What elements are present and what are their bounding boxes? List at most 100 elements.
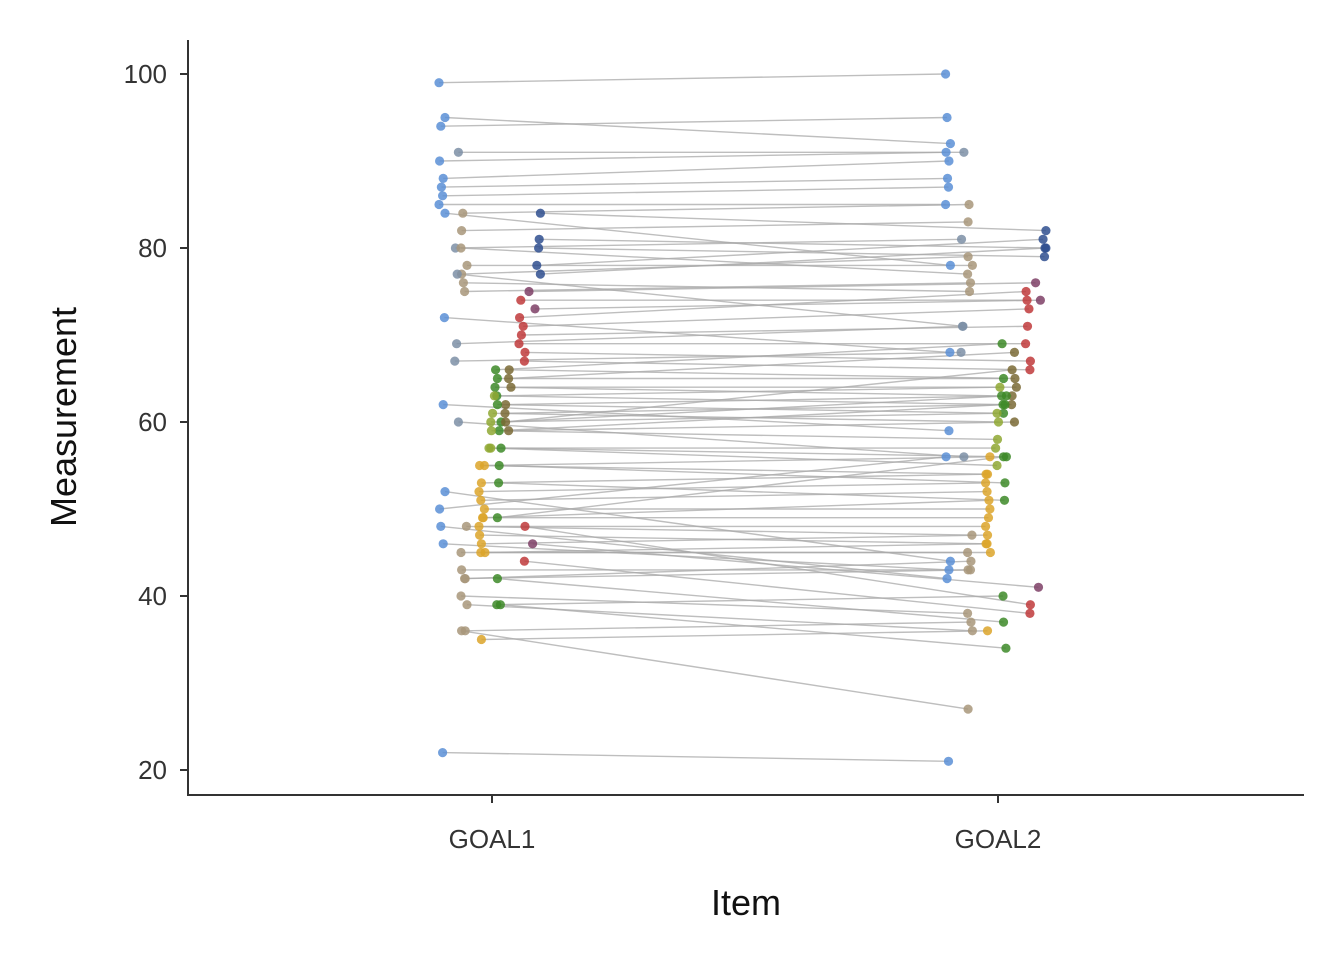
pair-line: [498, 482, 1005, 501]
data-point: [944, 565, 954, 575]
data-point: [438, 748, 448, 758]
data-point: [516, 295, 526, 305]
data-point: [495, 600, 505, 610]
data-point: [515, 313, 525, 323]
data-point: [982, 469, 993, 479]
data-point: [486, 417, 496, 427]
pair-line: [464, 569, 971, 580]
pair-line: [454, 351, 962, 362]
data-point: [942, 112, 952, 123]
data-point: [434, 78, 444, 88]
pair-line: [466, 525, 972, 536]
data-point: [1000, 400, 1010, 410]
data-point: [456, 243, 466, 253]
data-point: [1025, 600, 1035, 610]
pair-line: [481, 534, 988, 545]
y-axis-title: Measurement: [43, 307, 84, 527]
data-point: [1041, 226, 1051, 236]
data-point: [957, 321, 968, 331]
pair-line: [532, 543, 1039, 588]
data-point: [532, 260, 542, 270]
pair-line: [483, 499, 989, 519]
data-point: [450, 356, 460, 366]
data-point: [992, 460, 1002, 471]
data-point: [490, 382, 500, 392]
data-point: [1011, 382, 1022, 392]
data-point: [436, 521, 446, 532]
data-point: [943, 756, 954, 766]
pair-line: [521, 325, 1028, 336]
pair-line: [480, 543, 988, 554]
pair-line: [540, 212, 1046, 232]
x-tick-label: GOAL2: [955, 824, 1042, 854]
data-point: [1041, 243, 1051, 253]
pair-line: [461, 256, 969, 275]
data-point: [504, 373, 514, 384]
data-point: [1001, 643, 1011, 653]
data-point: [1024, 304, 1034, 314]
data-point: [491, 365, 501, 375]
data-point: [1022, 321, 1033, 331]
data-point: [993, 417, 1004, 427]
data-point: [982, 626, 993, 636]
data-point: [492, 513, 502, 523]
pair-line: [443, 543, 949, 571]
pair-line: [496, 595, 1004, 606]
data-point: [535, 208, 546, 218]
data-point: [1033, 582, 1044, 592]
data-point: [991, 443, 1001, 453]
data-point: [438, 191, 448, 201]
pair-line: [462, 203, 970, 214]
data-point: [998, 408, 1009, 418]
data-point: [458, 278, 468, 288]
data-point: [1000, 478, 1010, 488]
pair-line: [494, 386, 1000, 397]
data-point: [1025, 608, 1035, 619]
pair-line: [439, 151, 947, 162]
data-point: [435, 504, 445, 514]
data-point: [461, 521, 471, 532]
pair-line: [536, 238, 1044, 267]
pair-line: [481, 630, 988, 641]
x-axis-title: Item: [711, 882, 781, 923]
data-point: [504, 426, 514, 436]
data-point: [458, 208, 468, 218]
data-point: [476, 478, 486, 488]
data-point: [967, 530, 977, 540]
data-point: [476, 634, 486, 645]
data-point: [999, 495, 1010, 505]
pair-line: [534, 299, 1041, 310]
data-point: [963, 704, 973, 714]
data-point: [460, 574, 470, 584]
data-point: [965, 565, 976, 575]
data-point: [478, 513, 488, 523]
data-point: [506, 382, 516, 392]
data-point: [942, 173, 953, 183]
pair-line: [500, 447, 1007, 458]
data-point: [985, 504, 995, 514]
data-point: [440, 487, 450, 497]
data-point: [1025, 365, 1035, 375]
data-point: [1022, 295, 1032, 305]
y-tick-label: 40: [138, 581, 167, 611]
data-point: [964, 286, 975, 297]
data-point: [494, 426, 504, 436]
pair-line: [484, 456, 990, 467]
data-point: [984, 495, 994, 505]
data-point: [476, 539, 486, 549]
data-point: [488, 408, 498, 418]
pair-line: [540, 247, 1046, 275]
pair-line: [440, 116, 948, 127]
pair-line: [479, 464, 987, 475]
pair-line: [508, 351, 1015, 380]
data-point: [439, 313, 449, 323]
pair-line: [443, 403, 949, 432]
data-point: [475, 460, 485, 471]
data-point: [489, 391, 499, 401]
data-point: [983, 513, 994, 523]
data-point: [1009, 347, 1020, 357]
data-point: [1025, 356, 1035, 366]
pair-line: [490, 447, 998, 467]
pair-line: [465, 560, 971, 580]
data-point: [982, 539, 992, 549]
